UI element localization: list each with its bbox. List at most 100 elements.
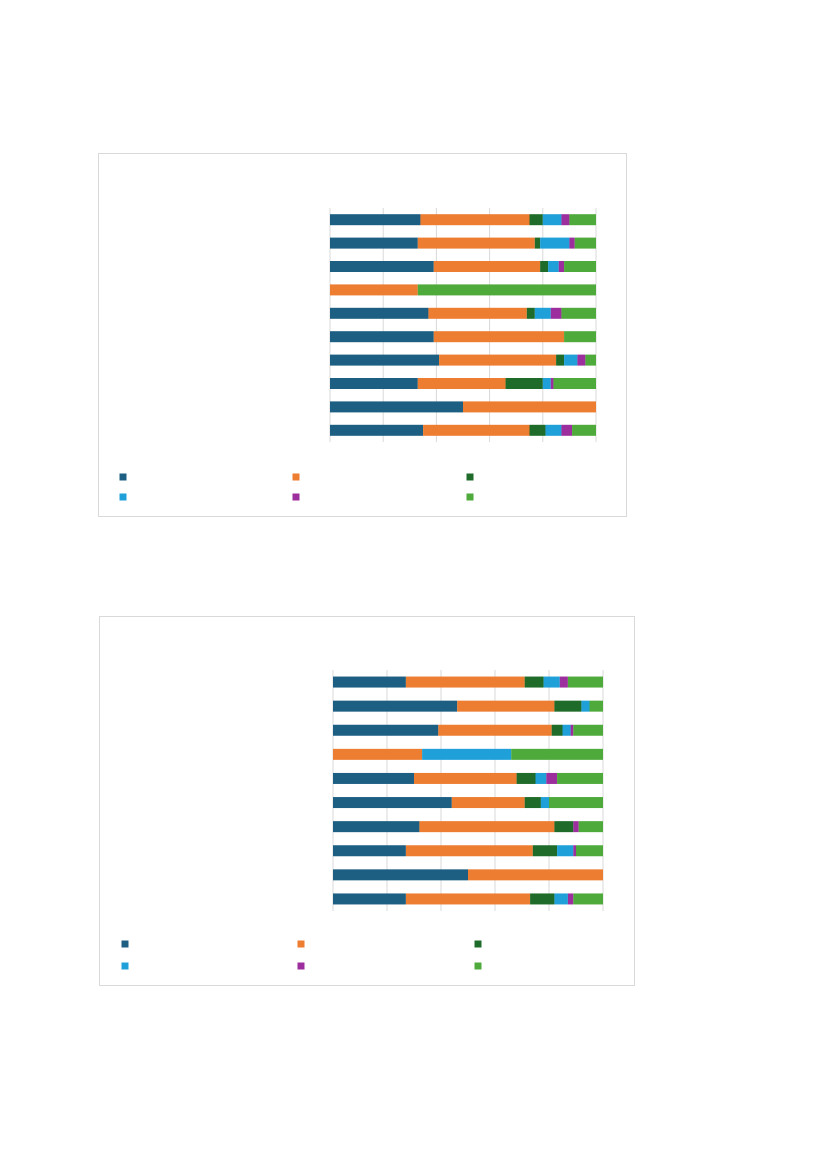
bar-segment — [330, 307, 429, 319]
bar-segment — [333, 772, 414, 784]
bar-segment — [417, 237, 535, 249]
bar-segment — [534, 307, 551, 319]
bar-segment — [457, 700, 555, 712]
legend-marker — [466, 493, 474, 501]
bar-segment — [543, 676, 560, 688]
bar-segment — [333, 748, 423, 760]
legend-marker — [297, 940, 305, 948]
bar-segment — [577, 354, 586, 366]
bar-segment — [330, 237, 418, 249]
bar-segment — [589, 700, 603, 712]
bar-segment — [420, 214, 530, 226]
legend-marker — [474, 962, 482, 970]
bar-segment — [542, 214, 562, 226]
bar-segment — [468, 869, 603, 881]
bar-segment — [574, 237, 596, 249]
bar-segment — [333, 676, 406, 688]
bar-segment — [550, 378, 554, 389]
bar-segment — [516, 772, 536, 784]
bar-segment — [535, 772, 547, 784]
legend-marker — [119, 493, 127, 501]
bar-segment — [530, 893, 555, 905]
bar-segment — [330, 424, 424, 436]
bar-segment — [526, 307, 535, 319]
bar-segment — [330, 284, 418, 296]
legend-marker — [119, 473, 127, 481]
bar-segment — [423, 424, 530, 436]
bar-segment — [524, 676, 544, 688]
bar-segment — [330, 378, 418, 389]
bar-segment — [532, 845, 558, 857]
bar-segment — [417, 378, 506, 389]
legend-marker — [474, 940, 482, 948]
bar-segment — [564, 261, 596, 272]
bar-segment — [573, 724, 603, 736]
bar-segment — [330, 214, 421, 226]
bar-segment — [333, 700, 458, 712]
bar-segment — [333, 893, 406, 905]
bar-segment — [581, 700, 590, 712]
bar-segment — [559, 676, 568, 688]
legend-marker — [292, 493, 300, 501]
bar-segment — [405, 893, 531, 905]
bar-segment — [540, 261, 549, 272]
legend-marker — [121, 962, 129, 970]
bar-segment — [572, 424, 596, 436]
bar-segment — [405, 676, 525, 688]
bar-segment — [330, 261, 434, 272]
bar-segment — [573, 845, 576, 857]
bar-segment — [529, 424, 546, 436]
bar-segment — [557, 845, 574, 857]
legend-marker — [466, 473, 474, 481]
bar-segment — [330, 401, 463, 413]
bar-segment — [576, 845, 603, 857]
bar-segment — [540, 797, 549, 809]
bar-segment — [550, 307, 562, 319]
bar-segment — [330, 354, 440, 366]
bar-segment — [569, 237, 575, 249]
bar-segment — [546, 772, 558, 784]
bar-segment — [428, 307, 527, 319]
bar-segment — [417, 284, 596, 296]
bar-segment — [438, 724, 552, 736]
bar-segment — [511, 748, 603, 760]
bar-segment — [549, 797, 603, 809]
bar-segment — [463, 401, 596, 413]
bar-segment — [551, 724, 563, 736]
bar-segment — [433, 331, 565, 343]
bar-segment — [554, 700, 582, 712]
bar-segment — [561, 214, 570, 226]
legend-marker — [121, 940, 129, 948]
bar-segment — [333, 821, 420, 833]
bar-segment — [561, 307, 596, 319]
bar-segment — [569, 214, 596, 226]
bar-segment — [557, 772, 603, 784]
bar-segment — [570, 724, 574, 736]
bar-segment — [573, 821, 579, 833]
bar-segment — [553, 378, 596, 389]
bar-segment — [540, 237, 570, 249]
bar-segment — [554, 893, 568, 905]
bar-segment — [333, 845, 406, 857]
bar-segment — [451, 797, 525, 809]
bar-segment — [439, 354, 557, 366]
bar-segment — [545, 424, 562, 436]
bar-segment — [534, 237, 541, 249]
bar-segment — [330, 331, 434, 343]
bar-segment — [578, 821, 603, 833]
legend-marker — [297, 962, 305, 970]
bar-segment — [556, 354, 565, 366]
bar-segment — [554, 821, 574, 833]
bar-segment — [585, 354, 596, 366]
bar-segment — [564, 331, 596, 343]
bar-segment — [524, 797, 541, 809]
bar-segment — [564, 354, 578, 366]
bar-segment — [422, 748, 512, 760]
bar-segment — [333, 724, 439, 736]
bar-segment — [542, 378, 551, 389]
bar-segment — [433, 261, 541, 272]
bar-segment — [414, 772, 517, 784]
bar-segment — [567, 676, 603, 688]
